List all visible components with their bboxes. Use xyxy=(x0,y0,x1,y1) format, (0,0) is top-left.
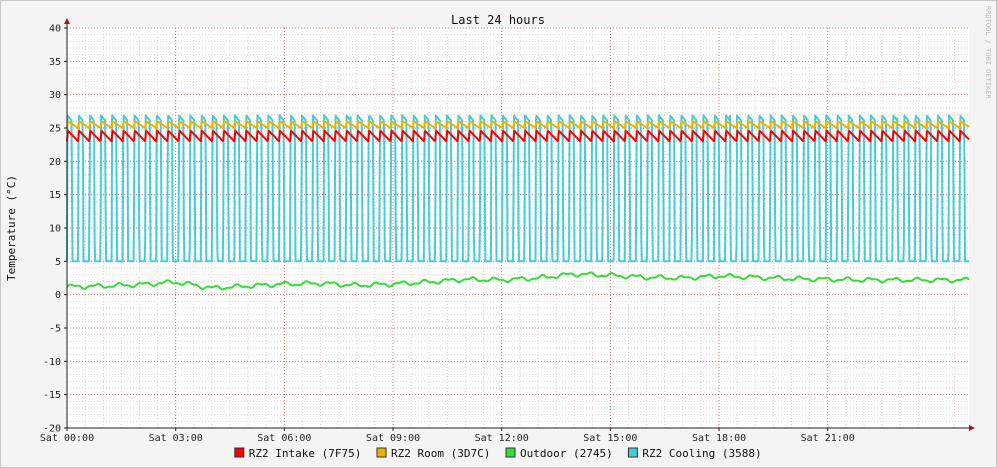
axes xyxy=(64,18,975,431)
x-tick-label: Sat 18:00 xyxy=(692,433,746,444)
series-layer xyxy=(66,114,970,291)
x-tick-label: Sat 03:00 xyxy=(149,433,203,444)
y-tick-label: 0 xyxy=(55,290,61,301)
watermark-text: RRDTOOL / TOBI OETIKER xyxy=(984,6,992,100)
y-axis-label: Temperature (°C) xyxy=(5,175,18,281)
legend-swatch xyxy=(627,447,638,458)
y-tick-label: 40 xyxy=(49,24,61,35)
legend-swatch xyxy=(234,447,245,458)
series-line-3 xyxy=(66,114,970,263)
y-tick-label: -10 xyxy=(43,357,61,368)
x-tick-label: Sat 15:00 xyxy=(583,433,637,444)
x-tick-label: Sat 06:00 xyxy=(257,433,311,444)
y-tick-label: -5 xyxy=(49,324,61,335)
legend-swatch xyxy=(505,447,516,458)
y-tick-label: -15 xyxy=(43,390,61,401)
series-line-0 xyxy=(66,129,970,143)
chart-title: Last 24 hours xyxy=(451,13,545,27)
legend: RZ2 Intake (7F75) RZ2 Room (3D7C) Outdoor … xyxy=(234,447,762,460)
x-tick-labels: Sat 00:00 Sat 03:00 Sat 06:00 Sat 09:00 Sat … xyxy=(40,428,855,444)
x-tick-label: Sat 00:00 xyxy=(40,433,94,444)
y-axis-arrow-icon xyxy=(64,18,70,24)
y-tick-labels: -20 -15 -10 -5 0 5 10 15 20 25 30 35 40 xyxy=(43,24,67,435)
legend-entry: Outdoor (2745) xyxy=(520,447,613,460)
y-tick-label: 15 xyxy=(49,190,61,201)
legend-entry: RZ2 Intake (7F75) xyxy=(249,447,362,460)
y-tick-label: 10 xyxy=(49,224,61,235)
y-tick-label: 20 xyxy=(49,157,61,168)
x-tick-label: Sat 09:00 xyxy=(366,433,420,444)
y-tick-label: 5 xyxy=(55,257,61,268)
x-axis-arrow-icon xyxy=(969,425,975,431)
series-line-1 xyxy=(66,120,970,129)
y-tick-label: 35 xyxy=(49,57,61,68)
y-tick-label: -20 xyxy=(43,424,61,435)
series-line-2 xyxy=(66,271,970,291)
x-tick-label: Sat 12:00 xyxy=(475,433,529,444)
y-tick-label: 30 xyxy=(49,90,61,101)
legend-entry: RZ2 Room (3D7C) xyxy=(391,447,490,460)
legend-entry: RZ2 Cooling (3588) xyxy=(642,447,761,460)
legend-swatch xyxy=(376,447,387,458)
y-tick-label: 25 xyxy=(49,124,61,135)
x-tick-label: Sat 21:00 xyxy=(801,433,855,444)
